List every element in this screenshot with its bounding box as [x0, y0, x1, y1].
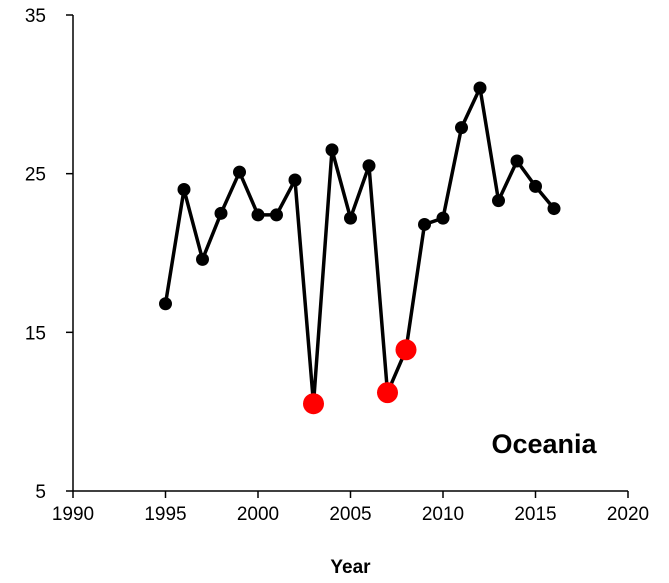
- data-point: [270, 208, 283, 222]
- data-point: [214, 206, 228, 220]
- data-point: [233, 165, 246, 179]
- x-tick-label: 2000: [237, 504, 279, 525]
- x-tick-label: 2020: [607, 504, 649, 525]
- x-tick-label: 2015: [514, 504, 556, 525]
- data-point: [492, 194, 505, 208]
- highlighted-data-point: [395, 339, 417, 361]
- data-point: [436, 211, 450, 225]
- y-axis-ticks: 5 15 25 35: [25, 6, 73, 503]
- data-point: [362, 159, 376, 173]
- y-tick-label: 35: [25, 6, 46, 27]
- data-points: [159, 81, 561, 411]
- y-tick-label: 5: [35, 482, 46, 503]
- data-point: [177, 183, 191, 197]
- data-point: [251, 208, 265, 222]
- highlighted-points: [303, 339, 417, 415]
- data-point: [159, 297, 172, 311]
- data-point: [455, 121, 468, 135]
- data-point: [288, 173, 302, 187]
- x-tick-label: 1995: [144, 504, 186, 525]
- data-point: [196, 252, 209, 266]
- data-point: [344, 211, 357, 225]
- highlighted-data-point: [377, 382, 398, 404]
- data-point: [418, 217, 431, 231]
- data-point: [325, 143, 339, 157]
- series-line: [163, 86, 556, 406]
- x-axis-title: Year: [330, 557, 371, 578]
- x-tick-label: 2005: [329, 504, 371, 525]
- y-tick-label: 15: [25, 323, 46, 344]
- x-tick-label: 2010: [422, 504, 464, 525]
- y-tick-label: 25: [25, 165, 46, 186]
- x-axis-ticks: 1990 1995 2000 2005 2010 2015 2020: [52, 491, 649, 525]
- highlighted-data-point: [303, 393, 324, 415]
- data-point: [529, 179, 542, 193]
- data-point: [510, 154, 524, 168]
- x-tick-label: 1990: [52, 504, 94, 525]
- data-point: [547, 202, 561, 216]
- region-annotation: Oceania: [491, 429, 597, 459]
- data-point: [473, 81, 487, 95]
